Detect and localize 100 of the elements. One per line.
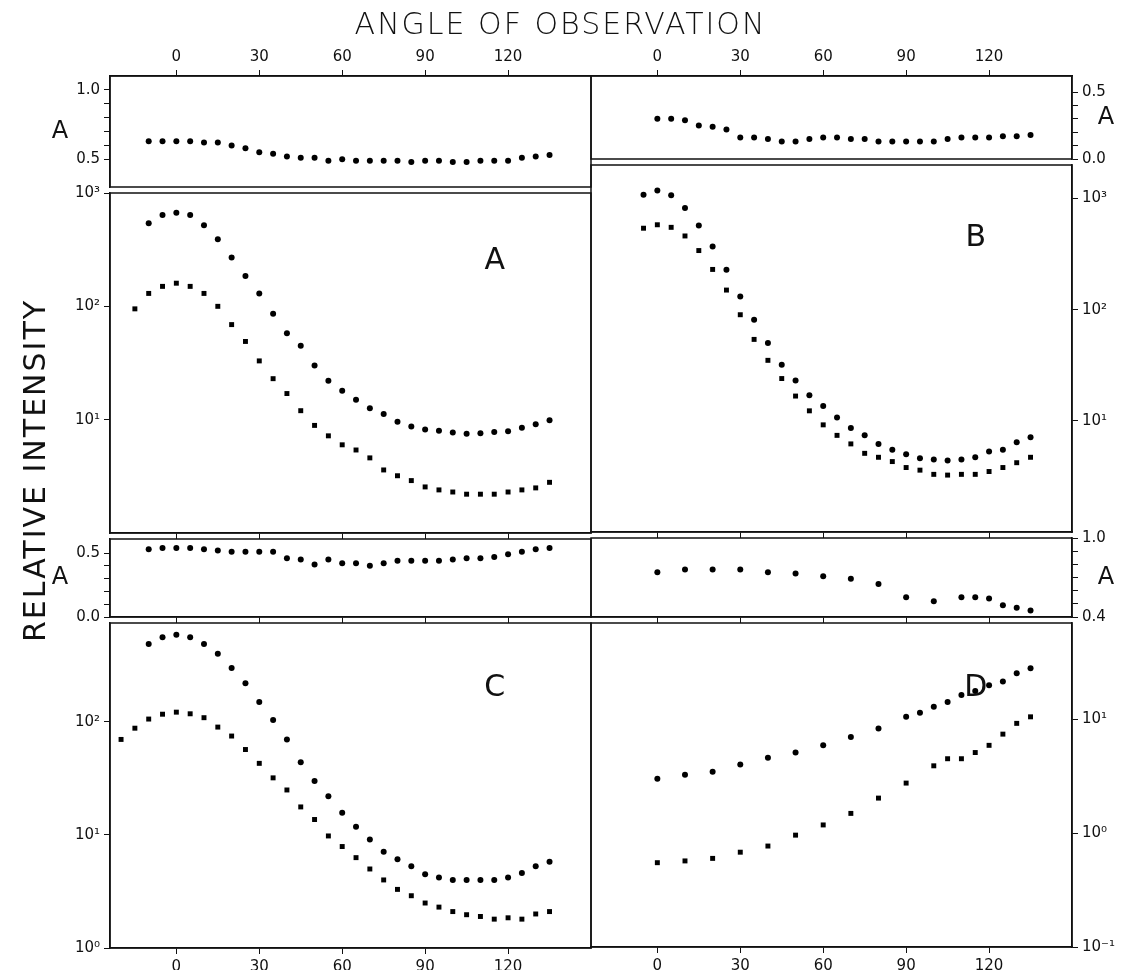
point <box>270 310 277 317</box>
point <box>930 456 937 463</box>
point <box>696 248 702 254</box>
point <box>945 756 951 762</box>
point <box>256 149 263 156</box>
x-tick-label: 0 <box>171 46 182 65</box>
point <box>159 544 166 551</box>
point <box>463 876 470 883</box>
point <box>422 484 428 490</box>
point <box>477 914 483 919</box>
point <box>283 736 290 743</box>
point <box>408 863 415 870</box>
point <box>903 465 909 471</box>
point <box>518 154 525 161</box>
point <box>681 117 688 124</box>
point <box>793 393 799 399</box>
point <box>986 469 992 474</box>
point <box>999 446 1006 453</box>
point <box>325 433 331 439</box>
point <box>132 306 138 312</box>
point <box>311 362 318 369</box>
point <box>422 871 429 878</box>
point <box>366 157 373 164</box>
point <box>1013 604 1020 611</box>
point <box>518 548 525 555</box>
point <box>408 423 415 430</box>
point <box>916 455 923 462</box>
point <box>916 709 923 716</box>
point <box>820 573 827 580</box>
point <box>146 716 152 722</box>
point <box>751 134 758 141</box>
point <box>903 780 909 786</box>
point <box>160 711 165 717</box>
y-axis-title: A <box>51 115 69 144</box>
point <box>889 459 895 465</box>
point <box>477 876 484 883</box>
point <box>546 858 553 865</box>
y-tick-label: 10¹ <box>74 824 100 843</box>
point <box>737 312 743 318</box>
y2-tick-label: 10⁻¹ <box>1082 936 1116 955</box>
point <box>547 909 553 915</box>
point <box>353 157 360 164</box>
point <box>449 429 456 436</box>
point <box>737 134 744 141</box>
point <box>214 650 221 657</box>
point <box>640 191 647 198</box>
point <box>173 631 180 638</box>
point <box>806 408 812 414</box>
point <box>270 376 276 382</box>
point <box>710 855 716 861</box>
point <box>491 157 498 164</box>
point <box>242 338 248 344</box>
point <box>145 640 152 647</box>
point <box>737 761 744 768</box>
point <box>903 451 910 458</box>
point <box>242 145 249 152</box>
point <box>654 187 661 194</box>
point <box>1013 670 1020 677</box>
point <box>1014 720 1020 726</box>
point <box>944 457 951 464</box>
point <box>972 471 978 477</box>
point <box>889 138 896 145</box>
point <box>477 430 484 437</box>
point <box>972 454 979 461</box>
point <box>792 749 799 756</box>
point <box>876 795 881 801</box>
point <box>449 556 456 563</box>
point <box>187 138 194 145</box>
point <box>408 893 414 899</box>
point <box>847 135 854 142</box>
point <box>435 874 442 881</box>
point <box>1013 439 1020 446</box>
point <box>848 441 854 447</box>
point <box>737 293 744 300</box>
point <box>214 236 221 243</box>
point <box>820 742 827 749</box>
point <box>159 211 166 218</box>
point <box>284 391 290 397</box>
point <box>958 594 965 601</box>
point <box>532 153 539 160</box>
y-axis-title: A <box>51 562 69 591</box>
point <box>395 886 400 892</box>
point <box>339 156 346 163</box>
point <box>751 316 758 323</box>
point <box>546 152 553 159</box>
point <box>132 725 138 731</box>
point <box>270 775 276 781</box>
point <box>930 598 937 605</box>
point <box>435 557 442 564</box>
point <box>214 547 221 554</box>
point <box>505 874 512 881</box>
point <box>547 479 553 485</box>
point <box>875 581 882 588</box>
point <box>505 157 512 164</box>
point <box>792 570 799 577</box>
point <box>339 844 345 850</box>
point <box>422 426 429 433</box>
point <box>958 692 965 699</box>
point <box>242 273 249 280</box>
point <box>930 138 937 145</box>
